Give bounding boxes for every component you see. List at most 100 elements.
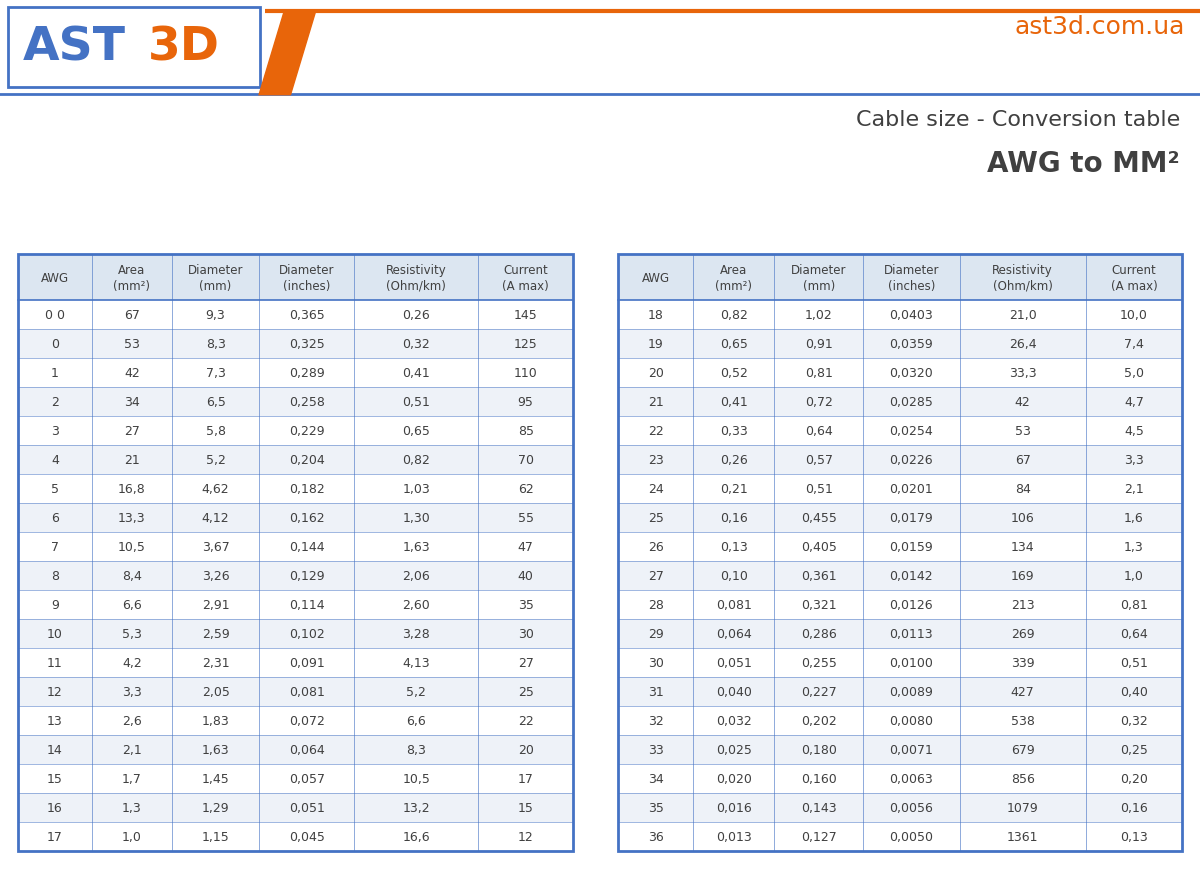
Text: 13: 13: [47, 714, 62, 727]
Text: 0,0285: 0,0285: [889, 396, 934, 408]
Text: Area
(mm²): Area (mm²): [715, 263, 752, 292]
Text: 5,0: 5,0: [1124, 367, 1144, 380]
Bar: [18, 446, 574, 474]
Text: 0,0113: 0,0113: [889, 627, 934, 640]
Bar: [18, 648, 574, 677]
Bar: [8, 8, 260, 88]
Text: 3,67: 3,67: [202, 541, 229, 554]
Text: 538: 538: [1010, 714, 1034, 727]
Bar: [618, 591, 1182, 620]
Text: AWG: AWG: [642, 271, 670, 284]
Text: 2: 2: [52, 396, 59, 408]
Text: 1,3: 1,3: [1124, 541, 1144, 554]
Text: 0,32: 0,32: [402, 338, 430, 351]
Text: 4,12: 4,12: [202, 512, 229, 525]
Text: 1,0: 1,0: [1124, 569, 1144, 582]
Text: 22: 22: [648, 425, 664, 438]
Text: 17: 17: [47, 830, 62, 843]
Text: 10,5: 10,5: [118, 541, 146, 554]
Text: 110: 110: [514, 367, 538, 380]
Text: 0,286: 0,286: [800, 627, 836, 640]
Text: AWG to MM²: AWG to MM²: [988, 149, 1180, 178]
Text: 5: 5: [50, 482, 59, 495]
Text: 25: 25: [648, 512, 664, 525]
Text: 0,13: 0,13: [720, 541, 748, 554]
Polygon shape: [260, 12, 314, 95]
Text: 10: 10: [47, 627, 62, 640]
Bar: [618, 388, 1182, 417]
Bar: [618, 561, 1182, 591]
Text: 95: 95: [517, 396, 534, 408]
Text: 7: 7: [50, 541, 59, 554]
Text: 0,0063: 0,0063: [889, 773, 934, 786]
Text: 0,0080: 0,0080: [889, 714, 934, 727]
Text: 0,072: 0,072: [289, 714, 325, 727]
Text: 67: 67: [1015, 454, 1031, 467]
Text: 18: 18: [648, 309, 664, 322]
Text: 33: 33: [648, 743, 664, 756]
Text: 0,127: 0,127: [800, 830, 836, 843]
Text: 1361: 1361: [1007, 830, 1038, 843]
Text: Area
(mm²): Area (mm²): [113, 263, 150, 292]
Text: 21,0: 21,0: [1009, 309, 1037, 322]
Text: 0,0179: 0,0179: [889, 512, 934, 525]
Text: 1: 1: [52, 367, 59, 380]
Text: 0,32: 0,32: [1120, 714, 1147, 727]
Bar: [618, 255, 1182, 301]
Text: 0,81: 0,81: [805, 367, 833, 380]
Text: 17: 17: [517, 773, 534, 786]
Bar: [18, 735, 574, 764]
Text: 1,0: 1,0: [122, 830, 142, 843]
Text: 0,0201: 0,0201: [889, 482, 934, 495]
Text: ast3d.com.ua: ast3d.com.ua: [1015, 15, 1186, 39]
Text: 35: 35: [517, 599, 534, 612]
Text: Cable size - Conversion table: Cable size - Conversion table: [856, 109, 1180, 129]
Bar: [18, 620, 574, 648]
Text: 7,4: 7,4: [1124, 338, 1144, 351]
Text: 84: 84: [1015, 482, 1031, 495]
Text: 20: 20: [517, 743, 534, 756]
Text: 0,325: 0,325: [289, 338, 325, 351]
Text: 0,51: 0,51: [1120, 656, 1148, 669]
Text: 42: 42: [1015, 396, 1031, 408]
Text: 11: 11: [47, 656, 62, 669]
Bar: [18, 561, 574, 591]
Text: 0,20: 0,20: [1120, 773, 1148, 786]
Text: 26,4: 26,4: [1009, 338, 1037, 351]
Text: 22: 22: [517, 714, 534, 727]
Text: 6,6: 6,6: [122, 599, 142, 612]
Text: 85: 85: [517, 425, 534, 438]
Text: 53: 53: [124, 338, 140, 351]
Bar: [618, 504, 1182, 533]
Text: 0,129: 0,129: [289, 569, 324, 582]
Bar: [18, 330, 574, 359]
Text: 427: 427: [1010, 686, 1034, 699]
Text: 1,45: 1,45: [202, 773, 229, 786]
Bar: [18, 359, 574, 388]
Text: 24: 24: [648, 482, 664, 495]
Text: 1,3: 1,3: [122, 801, 142, 814]
Bar: [618, 330, 1182, 359]
Text: 0,26: 0,26: [720, 454, 748, 467]
Text: 4,2: 4,2: [122, 656, 142, 669]
Text: 67: 67: [124, 309, 140, 322]
Text: 0,258: 0,258: [289, 396, 325, 408]
Text: 36: 36: [648, 830, 664, 843]
Text: 1,7: 1,7: [122, 773, 142, 786]
Text: 0,81: 0,81: [1120, 599, 1148, 612]
Bar: [618, 417, 1182, 446]
Text: 0,025: 0,025: [716, 743, 751, 756]
Bar: [18, 706, 574, 735]
Text: 0,41: 0,41: [720, 396, 748, 408]
Text: 1,03: 1,03: [402, 482, 430, 495]
Text: 21: 21: [648, 396, 664, 408]
Text: 2,60: 2,60: [402, 599, 430, 612]
Bar: [18, 417, 574, 446]
Text: 0,0254: 0,0254: [889, 425, 934, 438]
Text: 2,06: 2,06: [402, 569, 430, 582]
Text: 4,7: 4,7: [1124, 396, 1144, 408]
Text: 53: 53: [1015, 425, 1031, 438]
Text: 2,91: 2,91: [202, 599, 229, 612]
Text: 70: 70: [517, 454, 534, 467]
Text: 0,162: 0,162: [289, 512, 324, 525]
